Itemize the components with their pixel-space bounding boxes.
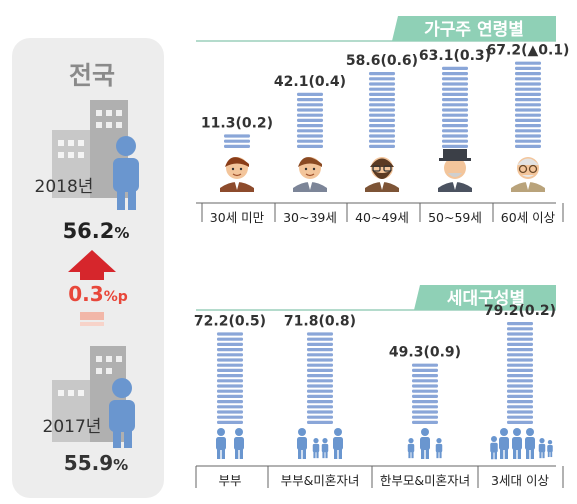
household-data-label-1: 72.2(0.5) xyxy=(194,313,266,329)
household-section-header xyxy=(414,285,556,310)
region-label: 전국 xyxy=(69,61,115,90)
age-bar-1 xyxy=(224,134,250,148)
household-data-label-2: 71.8(0.8) xyxy=(284,313,356,329)
household-bar-3 xyxy=(412,363,438,424)
age-data-label-4: 63.1(0.3) xyxy=(419,48,491,64)
age-bar-4 xyxy=(442,66,468,148)
age-category-label-2: 30~39세 xyxy=(283,210,337,225)
man-icon xyxy=(293,157,327,192)
household-category-label-1: 부부 xyxy=(218,473,241,488)
young-man-icon xyxy=(220,157,254,192)
age-section-title: 가구주 연령별 xyxy=(424,19,524,40)
single-parent-icon xyxy=(407,428,443,459)
household-data-label-3: 49.3(0.9) xyxy=(389,345,461,361)
couple-children-icon xyxy=(297,428,343,459)
household-bar-2 xyxy=(307,332,333,424)
increase-arrow-icon xyxy=(68,250,116,280)
household-bar-4 xyxy=(507,322,533,424)
age-category-label-1: 30세 미만 xyxy=(210,210,265,225)
household-bar-1 xyxy=(217,332,243,424)
household-section-title: 세대구성별 xyxy=(447,289,525,309)
age-data-label-1: 11.3(0.2) xyxy=(201,115,273,131)
household-data-label-4: 79.2(0.2) xyxy=(484,303,556,319)
age-section-header xyxy=(392,16,556,41)
age-category-label-4: 50~59세 xyxy=(428,210,482,225)
year-2018-label: 2018년 xyxy=(35,177,94,197)
age-data-label-5: 67.2(▲0.1) xyxy=(487,43,570,59)
age-category-label-5: 60세 이상 xyxy=(501,210,556,225)
person-2018-icon xyxy=(113,136,139,210)
year-2017-label: 2017년 xyxy=(43,417,102,437)
household-category-label-3: 한부모&미혼자녀 xyxy=(380,473,470,488)
age-bar-3 xyxy=(369,72,395,148)
value-2017-label: 55.9% xyxy=(64,451,128,475)
age-bar-2 xyxy=(297,92,323,148)
fade-arrow-stem xyxy=(80,312,104,326)
age-data-label-3: 58.6(0.6) xyxy=(346,53,418,69)
elderly-man-icon xyxy=(511,157,545,192)
household-category-label-4: 3세대 이상 xyxy=(491,473,549,488)
couple-icon xyxy=(216,428,244,459)
old-man-hat-icon xyxy=(438,149,472,192)
three-generation-icon xyxy=(490,428,553,460)
bearded-man-icon xyxy=(365,157,399,192)
person-2017-icon xyxy=(109,378,135,448)
change-label: 0.3%p xyxy=(68,282,128,306)
age-category-label-3: 40~49세 xyxy=(355,210,409,225)
building-2018-icon xyxy=(52,100,128,198)
age-bar-5 xyxy=(515,61,541,148)
age-data-label-2: 42.1(0.4) xyxy=(274,74,346,90)
household-category-label-2: 부부&미혼자녀 xyxy=(281,473,360,488)
value-2018-label: 56.2% xyxy=(63,219,130,243)
